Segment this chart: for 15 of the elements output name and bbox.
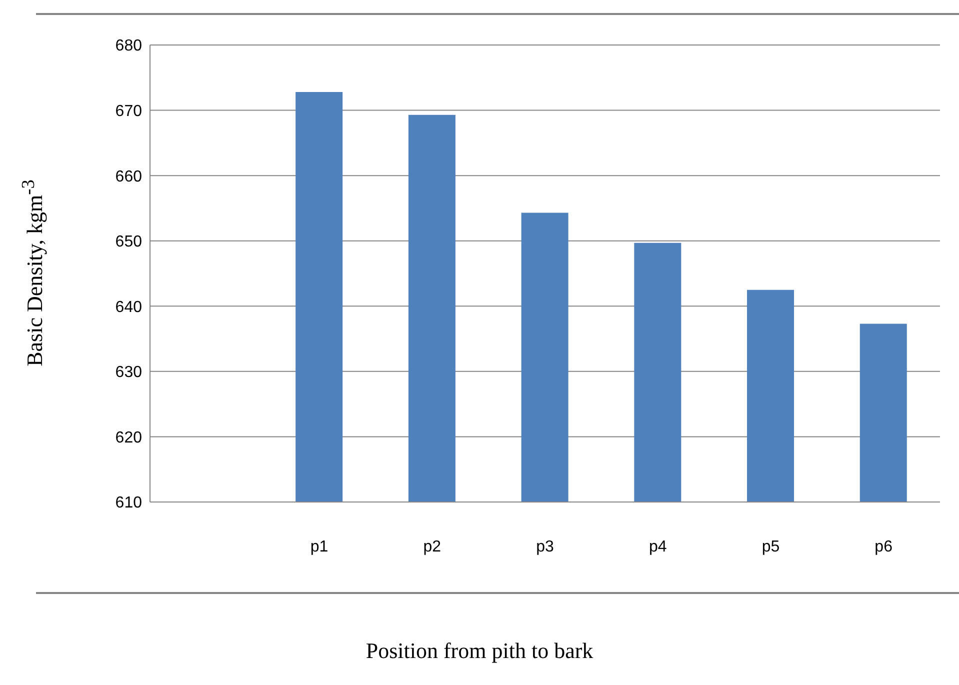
x-tick-label: p5 xyxy=(762,538,780,556)
x-tick-label: p2 xyxy=(423,538,442,556)
x-tick-label: p3 xyxy=(536,538,554,556)
y-tick-label: 650 xyxy=(115,234,142,251)
x-tick-label: p1 xyxy=(310,538,328,556)
x-tick-label: p4 xyxy=(648,538,667,556)
y-tick-label: 660 xyxy=(115,168,142,186)
y-tick-label: 640 xyxy=(115,298,142,316)
y-tick-label: 670 xyxy=(115,102,142,120)
y-tick-label: 620 xyxy=(115,429,142,446)
y-tick-label: 610 xyxy=(115,494,142,512)
x-axis-title: Position from pith to bark xyxy=(364,638,594,664)
y-tick-label: 630 xyxy=(115,364,142,382)
x-tick-label: p6 xyxy=(874,538,893,556)
y-tick-label: 680 xyxy=(115,38,142,55)
